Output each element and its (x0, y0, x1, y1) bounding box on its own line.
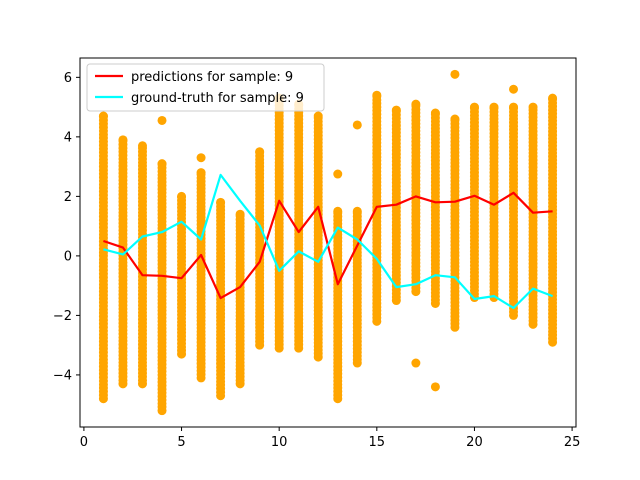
x-tick-label: 5 (177, 435, 185, 450)
scatter-point (255, 147, 265, 157)
scatter-point (98, 111, 108, 121)
scatter-point (469, 102, 479, 112)
scatter-point (216, 197, 226, 207)
scatter-point (430, 108, 440, 118)
scatter-point (352, 120, 362, 130)
scatter-point (157, 115, 167, 125)
scatter-point (372, 90, 382, 100)
legend-box (86, 63, 325, 112)
scatter-point (177, 191, 187, 201)
scatter-point (333, 169, 343, 179)
scatter-point (528, 102, 538, 112)
scatter-points (98, 69, 558, 416)
scatter-point (196, 153, 206, 163)
scatter-point (509, 84, 519, 94)
y-tick-label: −4 (53, 368, 72, 383)
x-tick-label: 25 (564, 435, 581, 450)
legend-label-ground-truth: ground-truth for sample: 9 (131, 91, 304, 106)
y-tick-label: −2 (53, 309, 72, 324)
y-axis-ticks: −4 −2 0 2 4 6 (53, 71, 80, 383)
scatter-point (450, 114, 460, 124)
y-tick-label: 2 (64, 190, 72, 205)
scatter-point (509, 102, 519, 112)
scatter-point (548, 93, 558, 103)
x-tick-label: 0 (80, 435, 88, 450)
x-tick-label: 20 (466, 435, 483, 450)
scatter-point (411, 358, 421, 368)
scatter-point (430, 382, 440, 392)
plot-frame (79, 57, 577, 428)
y-tick-label: 0 (64, 249, 72, 264)
scatter-point (352, 206, 362, 216)
y-tick-label: 6 (64, 71, 72, 86)
scatter-point (313, 111, 323, 121)
scatter-point (391, 105, 401, 115)
x-tick-label: 15 (369, 435, 386, 450)
series-line-ground-truth (103, 173, 553, 310)
legend: predictions for sample: 9 ground-truth f… (86, 63, 325, 112)
scatter-point (489, 102, 499, 112)
scatter-point (450, 69, 460, 79)
scatter-point (157, 159, 167, 169)
scatter-point (235, 209, 245, 219)
legend-label-predictions: predictions for sample: 9 (131, 70, 293, 85)
y-tick-label: 4 (64, 130, 72, 145)
x-axis-ticks: 0 5 10 15 20 25 (80, 427, 581, 450)
scatter-point (196, 168, 206, 178)
scatter-point (118, 135, 128, 145)
scatter-point (333, 206, 343, 216)
scatter-point (411, 99, 421, 109)
series-lines (103, 173, 553, 310)
scatter-point (137, 141, 147, 151)
x-tick-label: 10 (271, 435, 288, 450)
